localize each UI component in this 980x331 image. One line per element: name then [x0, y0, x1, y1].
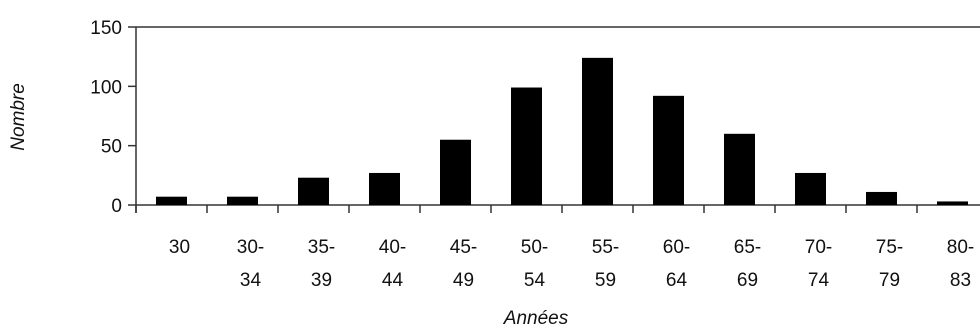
x-tick-label: 35-: [308, 237, 335, 258]
x-tick-label: 65-: [734, 237, 761, 258]
x-axis-ticks: 30 30- 34 35- 39 40- 44 45- 49 50- 54 55- 59 60- 64 65-…: [169, 237, 974, 291]
x-tick-label: 54: [524, 270, 546, 291]
x-axis-title: Années: [503, 308, 569, 329]
x-tick-label: 44: [382, 270, 404, 291]
bar: [866, 191, 897, 205]
y-tick-label: 0: [111, 196, 122, 217]
y-axis-title: Nombre: [8, 83, 29, 151]
y-tick-label: 100: [90, 77, 122, 98]
bar: [511, 87, 542, 205]
x-tick-label: 40-: [379, 237, 406, 258]
bar: [156, 196, 187, 205]
x-tick-label: 50-: [521, 237, 548, 258]
bar: [440, 139, 471, 205]
y-axis-ticks: 0 50 100 150: [90, 18, 136, 217]
x-tick-label: 83: [950, 270, 971, 291]
x-tick-label: 39: [311, 270, 332, 291]
bar: [582, 57, 613, 205]
x-tick-label: 30: [169, 237, 190, 258]
bar: [298, 177, 329, 205]
x-tick-label: 60-: [663, 237, 690, 258]
x-tick-label: 74: [808, 270, 830, 291]
x-tick-label: 64: [666, 270, 688, 291]
bar: [227, 196, 258, 205]
bar: [795, 172, 826, 205]
y-tick-label: 150: [90, 18, 122, 39]
y-tick-label: 50: [101, 137, 122, 158]
x-tick-label: 70-: [805, 237, 832, 258]
bar: [937, 201, 968, 205]
x-tick-label: 80-: [947, 237, 974, 258]
bars: [156, 57, 968, 205]
x-tick-label: 59: [595, 270, 616, 291]
bar: [369, 172, 400, 205]
axes: [135, 26, 980, 213]
x-tick-label: 55-: [592, 237, 619, 258]
x-tick-label: 34: [240, 270, 262, 291]
x-tick-label: 30-: [237, 237, 264, 258]
bar: [653, 95, 684, 205]
x-tick-label: 79: [879, 270, 900, 291]
x-tick-label: 69: [737, 270, 758, 291]
x-tick-label: 45-: [450, 237, 477, 258]
x-tick-label: 75-: [876, 237, 903, 258]
bar: [724, 133, 755, 205]
x-tick-label: 49: [453, 270, 474, 291]
